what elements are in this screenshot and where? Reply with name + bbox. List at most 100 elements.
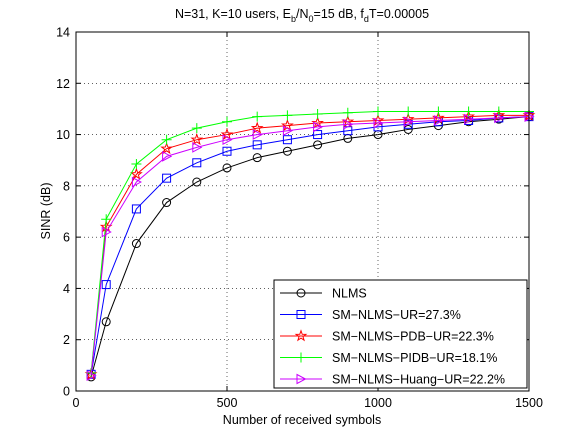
- data-point-marker: [222, 134, 233, 146]
- data-point-marker: [282, 146, 292, 156]
- data-point-marker: [403, 106, 414, 117]
- data-point-marker: [373, 117, 384, 129]
- data-point-marker: [493, 106, 504, 117]
- data-point-marker: [464, 113, 475, 125]
- data-point-marker: [252, 140, 262, 150]
- data-point-marker: [433, 106, 444, 117]
- data-point-marker: [131, 204, 141, 214]
- data-point-marker: [162, 198, 172, 208]
- legend-entry: NLMS: [280, 287, 367, 301]
- data-point-marker: [131, 239, 141, 249]
- data-point-marker: [131, 159, 142, 170]
- series-layer: [84, 106, 536, 382]
- data-point-marker: [222, 116, 232, 127]
- data-point-marker: [463, 106, 474, 117]
- data-point-marker: [282, 110, 293, 121]
- y-tick-label: 2: [63, 333, 70, 347]
- series-line: [90, 114, 529, 375]
- y-tick-label: 12: [56, 77, 70, 91]
- legend-label: SM−NLMS−PDB−UR=22.3%: [332, 330, 494, 344]
- data-point-marker: [252, 153, 262, 163]
- legend-label: SM−NLMS−Huang−UR=22.2%: [332, 373, 505, 387]
- legend-entry: SM−NLMS−Huang−UR=22.2%: [280, 373, 505, 387]
- data-point-marker: [313, 140, 323, 150]
- data-point-marker: [192, 142, 203, 153]
- plot-frame: [75, 31, 530, 392]
- y-tick-label: 8: [63, 179, 70, 193]
- data-point-marker: [191, 123, 202, 134]
- legend-entry: SM−NLMS−UR=27.3%: [280, 308, 461, 322]
- title-sub-0: 0: [309, 14, 314, 24]
- x-tick-label: 1500: [515, 396, 543, 410]
- legend-box: [273, 279, 528, 389]
- y-tick-label: 6: [63, 231, 70, 245]
- title-suffix: T=0.00005: [369, 7, 429, 21]
- legend-label: NLMS: [332, 287, 367, 301]
- data-point-marker: [131, 176, 142, 188]
- data-point-marker: [160, 141, 173, 155]
- series-line: [90, 116, 530, 375]
- data-point-marker: [494, 112, 505, 124]
- data-point-marker: [101, 280, 111, 290]
- chart-title: N=31, K=10 users, Eb/N0=15 dB, fdT=0.000…: [175, 7, 429, 24]
- title-mid-f: =15 dB, f: [314, 7, 365, 21]
- series-line: [90, 110, 529, 374]
- data-point-marker: [101, 226, 112, 238]
- data-point-marker: [311, 116, 324, 129]
- data-point-marker: [373, 106, 383, 117]
- tick-layer: 0 500 1000 1500 0 2 4 6 8 10 12 14: [56, 26, 543, 411]
- legend: NLMS SM−NLMS−UR=27.3% SM−NLMS−PDB−UR=22.3%…: [273, 279, 528, 389]
- data-point-marker: [222, 146, 232, 156]
- series-line: [90, 116, 530, 378]
- title-prefix: N=31, K=10 users, E: [175, 7, 291, 21]
- title-sub-d: d: [364, 14, 369, 24]
- legend-marker: [296, 373, 307, 385]
- data-point-marker: [161, 134, 172, 145]
- data-point-marker: [220, 127, 234, 140]
- data-point-marker: [312, 109, 323, 120]
- data-point-marker: [313, 121, 324, 133]
- data-point-marker: [433, 115, 444, 126]
- data-point-marker: [162, 173, 172, 183]
- data-point-marker: [403, 116, 414, 128]
- legend-marker: [296, 352, 306, 363]
- y-tick-label: 10: [56, 128, 70, 142]
- legend-marker: [294, 329, 308, 342]
- data-point-marker: [252, 111, 263, 122]
- series-line: [90, 116, 530, 376]
- y-tick-label: 14: [56, 26, 70, 40]
- data-point-marker: [403, 124, 413, 134]
- title-mid-n: /N: [296, 7, 309, 21]
- data-point-marker: [282, 135, 292, 145]
- x-axis-label: Number of received symbols: [223, 413, 381, 427]
- legend-marker: [296, 288, 306, 298]
- data-point-marker: [130, 167, 143, 180]
- data-point-marker: [250, 121, 264, 134]
- data-point-marker: [162, 151, 173, 162]
- legend-entry: SM−NLMS−PDB−UR=22.3%: [280, 329, 494, 344]
- data-point-marker: [222, 163, 232, 173]
- data-point-marker: [101, 317, 111, 327]
- y-tick-label: 0: [63, 385, 70, 399]
- data-point-marker: [192, 177, 202, 187]
- data-point-marker: [252, 129, 263, 140]
- x-tick-label: 500: [217, 396, 238, 410]
- data-point-marker: [313, 130, 323, 140]
- x-tick-label: 1000: [364, 396, 392, 410]
- data-point-marker: [192, 158, 202, 168]
- data-point-marker: [86, 370, 97, 381]
- data-point-marker: [282, 125, 293, 137]
- data-point-marker: [343, 118, 354, 130]
- x-tick-label: 0: [73, 396, 80, 410]
- data-point-marker: [190, 132, 204, 146]
- legend-marker: [296, 310, 306, 319]
- title-sub-b: b: [291, 14, 296, 24]
- data-point-marker: [101, 214, 112, 225]
- y-tick-label: 4: [63, 282, 70, 296]
- legend-entry: SM−NLMS−PIDB−UR=18.1%: [280, 351, 497, 365]
- legend-label: SM−NLMS−PIDB−UR=18.1%: [332, 351, 497, 365]
- legend-label: SM−NLMS−UR=27.3%: [332, 308, 461, 322]
- data-point-marker: [342, 107, 353, 118]
